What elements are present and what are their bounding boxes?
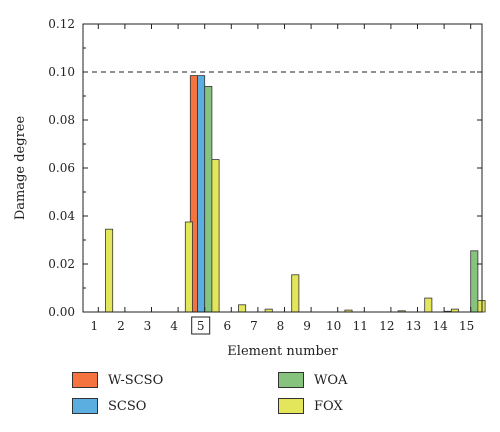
legend-item-scso: SCSO	[72, 398, 146, 414]
x-tick-label-12: 12	[379, 319, 394, 333]
x-tick-label-7: 7	[250, 319, 258, 333]
plot-frame	[82, 23, 483, 313]
bar-fox-element-1	[105, 228, 114, 313]
bar-fox-element-6	[238, 304, 247, 313]
bar-woa-element-5	[204, 86, 213, 313]
legend-label-scso: SCSO	[108, 398, 147, 414]
legend-item-w-scso: W-SCSO	[72, 372, 163, 388]
legend-label-fox: FOX	[314, 398, 343, 414]
ticks-layer: 0.000.020.040.060.080.100.121 2 3 4 5 6 7 8 9 10 1…	[48, 17, 482, 335]
x-tick-label-14: 14	[432, 319, 448, 333]
x-tick-label-8: 8	[277, 319, 285, 333]
legend-swatch-scso	[72, 398, 98, 414]
y-tick-label: 0.08	[48, 113, 75, 127]
bar-fox-element-8	[291, 274, 300, 313]
y-tick-label: 0.06	[48, 161, 75, 175]
highlight-box	[191, 316, 211, 335]
bar-fox-element-4	[184, 221, 193, 313]
x-tick-label-5: 5	[197, 319, 205, 333]
y-tick-label: 0.10	[48, 65, 75, 79]
bar-fox-element-13	[424, 297, 433, 313]
x-tick-label-11: 11	[353, 319, 368, 333]
x-tick-label-13: 13	[406, 319, 421, 333]
legend-swatch-w-scso	[72, 372, 98, 388]
y-axis-title: Damage degree	[13, 116, 28, 221]
bar-chart: 0.000.020.040.060.080.100.121 2 3 4 5 6 7 8 9 10 1…	[13, 17, 486, 359]
y-tick-label: 0.02	[48, 257, 75, 271]
x-tick-label-1: 1	[90, 319, 98, 333]
x-tick-label-9: 9	[303, 319, 311, 333]
bar-scso-element-5	[197, 75, 206, 313]
x-tick-label-6: 6	[223, 319, 231, 333]
y-tick-label: 0.04	[48, 209, 75, 223]
bars-layer	[105, 75, 486, 313]
legend-label-w-scso: W-SCSO	[108, 372, 164, 388]
bar-fox-element-5	[211, 159, 220, 313]
x-tick-label-10: 10	[326, 319, 341, 333]
bar-woa-element-15	[470, 250, 479, 313]
x-axis-title: Element number	[227, 344, 338, 359]
x-tick-label-15: 15	[459, 319, 474, 333]
y-tick-label: 0.12	[48, 17, 75, 31]
x-tick-label-2: 2	[117, 319, 125, 333]
legend-item-fox: FOX	[278, 398, 343, 414]
legend: W-SCSO SCSO WOA FOX	[72, 372, 492, 426]
y-tick-label: 0.00	[48, 305, 75, 319]
legend-swatch-fox	[278, 398, 304, 414]
legend-item-woa: WOA	[278, 372, 347, 388]
x-tick-label-3: 3	[144, 319, 152, 333]
legend-label-woa: WOA	[314, 372, 348, 388]
x-tick-label-4: 4	[170, 319, 178, 333]
legend-swatch-woa	[278, 372, 304, 388]
